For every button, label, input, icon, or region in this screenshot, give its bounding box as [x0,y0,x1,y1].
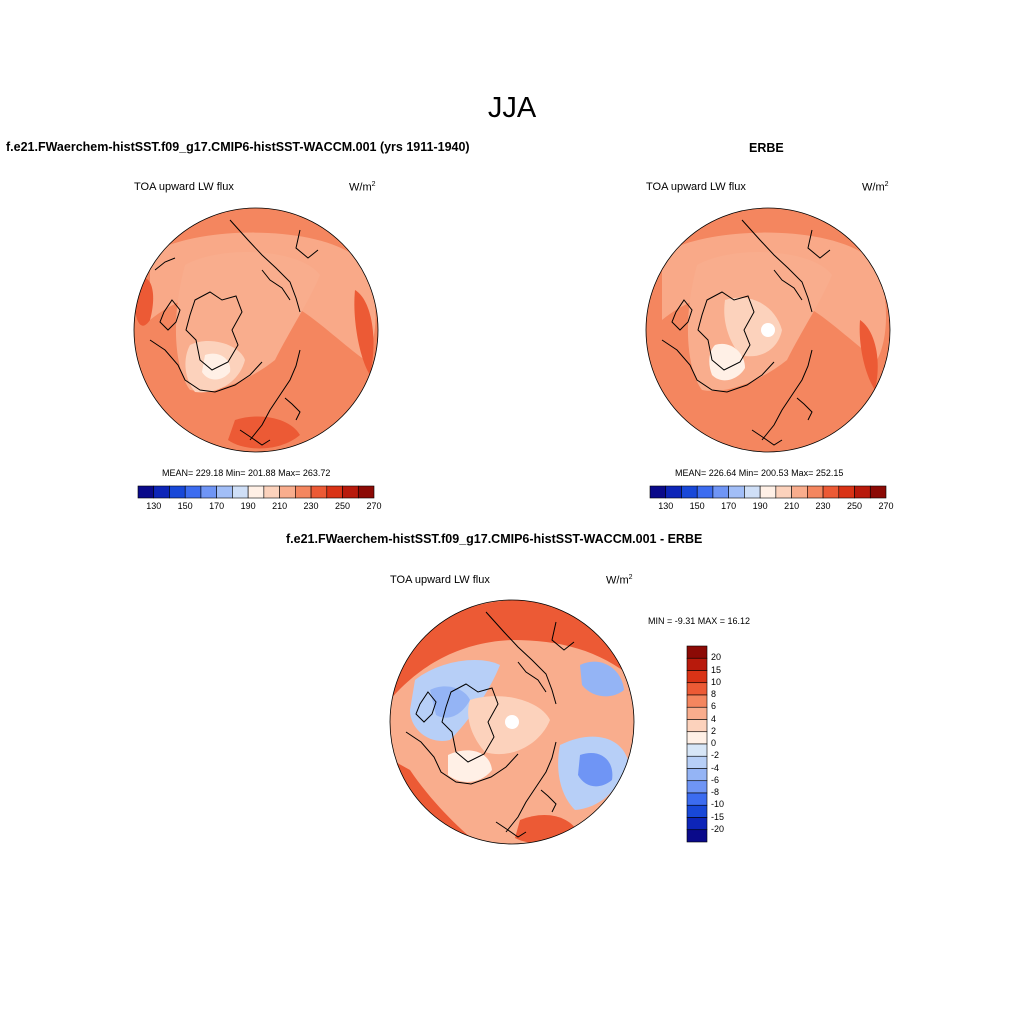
panel3-units: W/m2 [606,574,633,587]
panel3-colorbar-swatch [686,768,708,782]
panel3-colorbar-tick-label: 8 [711,689,717,699]
panel2-colorbar-swatch [728,485,745,499]
panel1-colorbar-tick-label: 130 [146,501,162,511]
panel1-stats: MEAN= 229.18 Min= 201.88 Max= 263.72 [162,468,331,478]
panel1-colorbar-swatch [169,485,186,499]
panel2-colorbar-swatch [807,485,824,499]
panel3-colorbar-tick-label: -10 [711,799,725,810]
panel2-colorbar-tick-label: 150 [689,501,705,511]
panel3-colorbar-swatch [686,755,708,769]
panel2-units: W/m2 [862,181,889,194]
panel3-colorbar-tick-label: 20 [711,652,722,663]
panel2-polar-map [645,207,891,453]
panel2-colorbar-swatch [649,485,667,499]
panel3-colorbar-swatch [686,657,708,671]
panel1-colorbar-swatch [310,485,328,499]
panel2-colorbar-swatch [696,485,714,499]
panel3-colorbar-tick-label: -2 [711,750,720,761]
panel2-colorbar-tick-label: 130 [658,501,674,511]
panel2-colorbar-swatch [838,485,855,499]
panel1-colorbar-tick-label: 150 [177,501,193,511]
panel2-colorbar-swatch [854,485,871,499]
panel3-colorbar-swatch [686,743,708,757]
panel1-colorbar-tick-label: 190 [240,501,256,511]
panel2-colorbar-tick-label: 170 [721,501,737,511]
panel2-colorbar-swatch [759,485,777,499]
panel3-colorbar-tick-label: 15 [711,664,722,675]
panel1-polar-map [133,207,379,453]
panel2-colorbar-tick-label: 210 [784,501,800,511]
panel2-colorbar-tick-label: 250 [847,501,863,511]
panel1-colorbar-swatch [295,485,312,499]
panel1-title: f.e21.FWaerchem-histSST.f09_g17.CMIP6-hi… [6,140,470,154]
panel3-colorbar-swatch [686,804,708,818]
panel3-colorbar-swatch [686,706,708,720]
panel1-units: W/m2 [349,181,376,194]
panel3-colorbar-tick-label: 6 [711,701,717,712]
panel1-colorbar [137,485,375,499]
panel2-colorbar-swatch [775,485,792,499]
panel3-colorbar-swatch [686,780,708,794]
panel2-colorbar-swatch [791,485,808,499]
panel3-colorbar-tick-label: 10 [711,676,722,687]
panel3-colorbar-swatch [686,645,708,659]
panel3-variable-label: TOA upward LW flux [390,574,490,586]
panel3-colorbar-tick-label: 4 [711,713,717,724]
panel2-colorbar-tick-label: 270 [878,501,894,511]
panel2-colorbar-swatch [822,485,840,499]
panel1-colorbar-swatch [232,485,249,499]
panel3-colorbar-swatch [686,829,708,843]
panel3-colorbar-swatch [686,670,708,684]
panel1-colorbar-swatch [184,485,202,499]
panel3-colorbar-tick-label: -4 [711,762,720,773]
panel1-colorbar-swatch [263,485,280,499]
panel2-colorbar-tick-label: 230 [815,501,831,511]
panel3-colorbar-tick-label: -8 [711,787,720,797]
panel1-colorbar-tick-label: 170 [209,501,225,511]
panel1-colorbar-swatch [342,485,359,499]
panel2-colorbar-swatch [869,485,887,499]
panel2-colorbar-swatch [744,485,761,499]
panel1-colorbar-swatch [153,485,170,499]
panel1-colorbar-tick-label: 210 [272,501,288,511]
panel3-stats: MIN = -9.31 MAX = 16.12 [648,616,751,626]
panel1-colorbar-swatch [326,485,343,499]
panel1-variable-label: TOA upward LW flux [134,181,234,193]
panel3-title: f.e21.FWaerchem-histSST.f09_g17.CMIP6-hi… [286,532,703,546]
panel3-colorbar-swatch [686,731,708,745]
panel3-colorbar-swatch [686,817,708,831]
panel3-colorbar-tick-label: -15 [711,811,725,822]
panel3-colorbar-tick-label: -6 [711,774,720,785]
panel1-colorbar-swatch [216,485,233,499]
panel3-colorbar-swatch [686,792,708,806]
panel2-stats: MEAN= 226.64 Min= 200.53 Max= 252.15 [675,468,844,478]
panel1-colorbar-swatch [200,485,217,499]
panel1-colorbar-swatch [279,485,296,499]
panel2-variable-label: TOA upward LW flux [646,181,746,193]
panel3-colorbar-tick-label: 0 [711,738,717,748]
panel2-colorbar-tick-label: 190 [752,501,768,511]
panel1-colorbar-tick-label: 230 [303,501,319,511]
panel3-colorbar-tick-label: -20 [711,823,725,834]
panel1-colorbar-tick-label: 250 [335,501,351,511]
panel3-polar-map [389,599,635,845]
panel3-colorbar-swatch [686,682,708,696]
panel2-colorbar [649,485,887,499]
panel3-colorbar-swatch [686,719,708,733]
panel2-title: ERBE [749,141,784,155]
panel1-colorbar-swatch [137,485,155,499]
panel3-colorbar-swatch [686,694,708,708]
panel2-colorbar-swatch [681,485,698,499]
main-title: JJA [487,92,537,124]
panel3-colorbar-tick-label: 2 [711,725,717,736]
panel2-colorbar-swatch [665,485,682,499]
panel1-colorbar-tick-label: 270 [366,501,382,511]
panel2-colorbar-swatch [712,485,729,499]
panel1-colorbar-swatch [357,485,375,499]
panel3-colorbar [686,645,708,843]
panel1-colorbar-swatch [247,485,265,499]
